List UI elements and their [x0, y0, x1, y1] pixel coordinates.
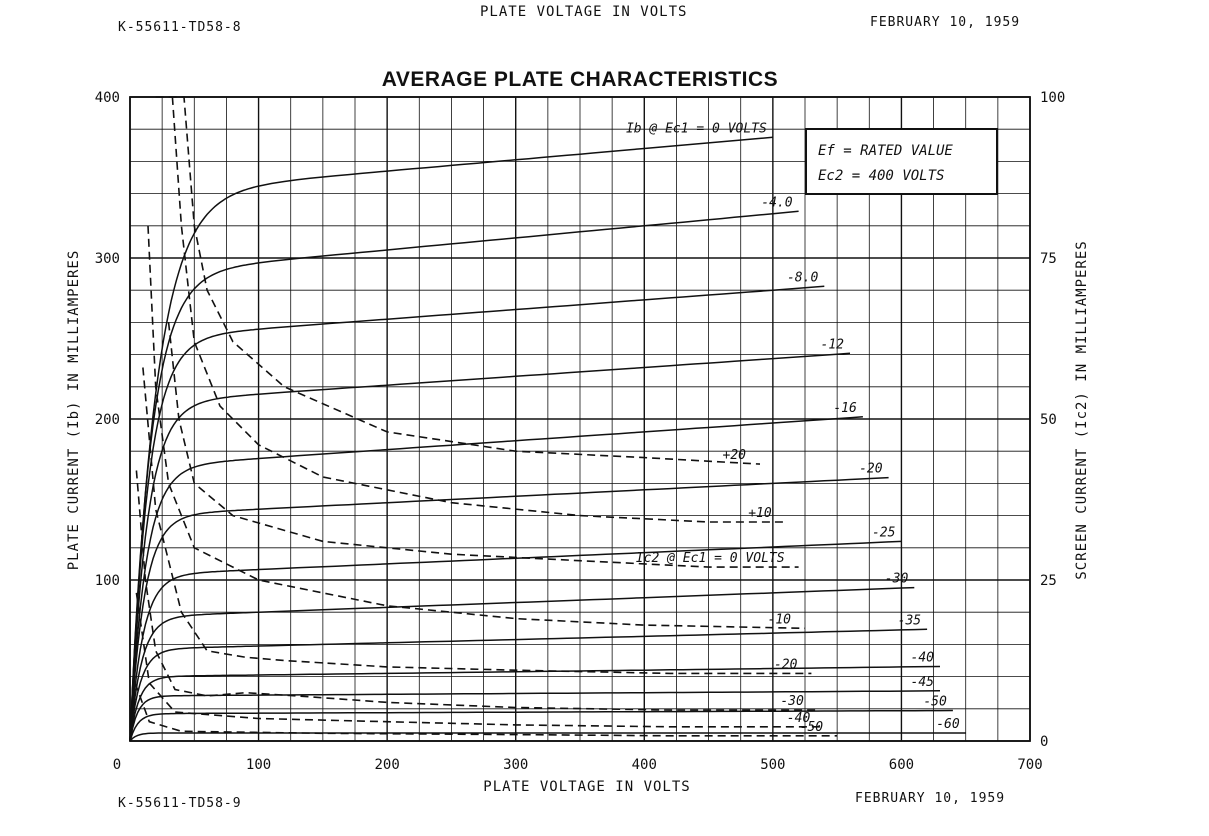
- screen-curve-label: +10: [748, 506, 772, 521]
- top-left-drawing-code: K-55611-TD58-8: [118, 20, 242, 35]
- plate-curve-label: -30: [885, 572, 909, 587]
- plate-curve: [129, 665, 941, 742]
- screen-curve: [142, 367, 812, 675]
- plate-curve-label: -50: [923, 695, 947, 710]
- screen-curve-label: -40: [787, 711, 811, 726]
- y2-axis-label: SCREEN CURRENT (Ic2) IN MILLIAMPERES: [1074, 240, 1090, 579]
- plate-curve-label: -4.0: [761, 195, 792, 210]
- plate-curve: [129, 285, 825, 742]
- screen-curve-label: +20: [723, 448, 747, 463]
- screen-current-curves: [134, 96, 838, 737]
- bottom-right-date: FEBRUARY 10, 1959: [855, 791, 1006, 806]
- plate-curve-label: -60: [936, 717, 960, 732]
- curve-labels: Ib @ Ec1 = 0 VOLTS -4.0 -8.0 -12 -16 -20 -25 -3…: [626, 121, 960, 735]
- plate-curve-label: -16: [833, 401, 857, 416]
- screen-curve-label: -30: [780, 694, 804, 709]
- plate-curve: [129, 628, 928, 742]
- screen-curve: [147, 225, 806, 630]
- y2-tick-label: 25: [1040, 573, 1057, 589]
- plate-curve: [129, 352, 851, 742]
- y-tick-label: 400: [95, 90, 120, 106]
- plate-curve-label: -35: [898, 613, 922, 628]
- condition-ec2: Ec2 = 400 VOLTS: [818, 168, 944, 184]
- screen-curve-label: Ic2 @ Ec1 = 0 VOLTS: [636, 551, 785, 566]
- screen-curve: [134, 682, 838, 737]
- conditions-box: Ef = RATED VALUE Ec2 = 400 VOLTS: [805, 128, 998, 195]
- x-tick-label: 600: [889, 757, 914, 773]
- plate-curve-label: -25: [872, 525, 896, 540]
- x-tick-label: 500: [760, 757, 785, 773]
- screen-curve: [135, 470, 818, 711]
- tick-labels: 0 100 200 300 400 500 600 700400300200100100755…: [95, 90, 1066, 773]
- bottom-left-drawing-code: K-55611-TD58-9: [118, 796, 242, 811]
- plate-curve-label: Ib @ Ec1 = 0 VOLTS: [626, 121, 767, 136]
- plate-current-curves: [129, 136, 966, 742]
- plate-curve-label: -12: [821, 337, 845, 352]
- x-tick-label: 300: [503, 757, 528, 773]
- x-tick-label: 400: [632, 757, 657, 773]
- y2-tick-label: 50: [1040, 412, 1057, 428]
- screen-curve: [155, 96, 761, 465]
- y-tick-label: 100: [95, 573, 120, 589]
- y2-tick-label: 0: [1040, 734, 1048, 750]
- plate-curve: [129, 210, 799, 742]
- x-tick-label: 700: [1017, 757, 1042, 773]
- plate-curve: [129, 586, 915, 742]
- y-axis-label: PLATE CURRENT (Ib) IN MILLIAMPERES: [66, 250, 82, 571]
- screen-curve: [171, 96, 786, 523]
- x-tick-label: 100: [246, 757, 271, 773]
- plate-curve-label: -20: [859, 462, 883, 477]
- plate-curve-label: -8.0: [787, 270, 818, 285]
- top-center-axis-title: PLATE VOLTAGE IN VOLTS: [480, 4, 688, 20]
- x-axis-label: PLATE VOLTAGE IN VOLTS: [483, 779, 690, 795]
- plate-curve-label: -45: [911, 675, 935, 690]
- screen-curve-label: -50: [800, 720, 824, 735]
- screen-curve-label: -20: [774, 657, 798, 672]
- plate-curve: [129, 476, 889, 742]
- plate-curve: [129, 136, 773, 742]
- plate-curve-label: -40: [911, 650, 935, 665]
- y-tick-label: 300: [95, 251, 120, 267]
- screen-curve: [135, 592, 825, 728]
- x-tick-label: 0: [113, 757, 121, 773]
- screen-curve: [167, 322, 799, 568]
- plate-curve: [129, 416, 863, 742]
- y2-tick-label: 100: [1040, 90, 1065, 106]
- plate-curve: [129, 709, 953, 742]
- y-tick-label: 200: [95, 412, 120, 428]
- condition-ef: Ef = RATED VALUE: [818, 143, 953, 159]
- y2-tick-label: 75: [1040, 251, 1057, 267]
- screen-curve-label: -10: [768, 612, 792, 627]
- chart-title: AVERAGE PLATE CHARACTERISTICS: [382, 68, 778, 91]
- top-right-date: FEBRUARY 10, 1959: [870, 15, 1021, 30]
- plot-frame: [129, 96, 1031, 742]
- x-tick-label: 200: [374, 757, 399, 773]
